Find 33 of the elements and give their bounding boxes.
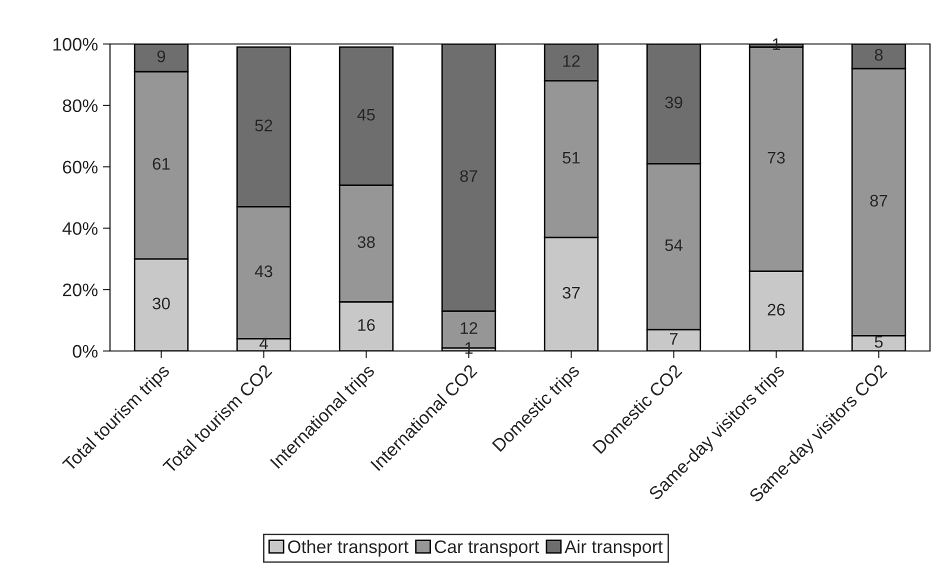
data-label: 16 — [358, 319, 375, 331]
data-label: 37 — [562, 286, 580, 299]
data-label: 7 — [670, 333, 678, 345]
legend-label: Car transport — [434, 540, 540, 557]
legend-label: Other transport — [288, 540, 408, 557]
data-label: 30 — [152, 298, 170, 310]
data-label: 54 — [665, 239, 683, 252]
data-label: 1 — [465, 342, 473, 354]
data-label: 4 — [260, 338, 268, 350]
data-label: 45 — [357, 108, 375, 121]
data-label: 52 — [255, 120, 272, 132]
data-label: 51 — [562, 152, 580, 164]
y-tick-label: 0% — [72, 344, 98, 358]
data-label: 1 — [772, 38, 780, 50]
data-label: 9 — [157, 50, 166, 62]
data-label: 61 — [152, 158, 170, 170]
y-tick-label: 60% — [62, 160, 98, 174]
legend-label: Air transport — [564, 540, 663, 557]
data-label: 12 — [563, 55, 580, 67]
data-label: 43 — [254, 265, 272, 278]
data-label: 87 — [870, 194, 888, 207]
y-tick-label: 80% — [62, 99, 98, 112]
data-label: 87 — [460, 170, 478, 182]
data-label: 38 — [358, 236, 375, 248]
data-label: 12 — [460, 322, 478, 334]
y-tick-label: 40% — [62, 222, 98, 235]
y-tick-label: 100% — [53, 38, 98, 51]
data-label: 5 — [874, 336, 883, 348]
y-tick-label: 20% — [62, 284, 98, 296]
data-label: 39 — [665, 96, 682, 108]
data-label: 8 — [874, 48, 883, 61]
data-label: 26 — [768, 304, 785, 316]
data-label: 73 — [768, 152, 785, 164]
